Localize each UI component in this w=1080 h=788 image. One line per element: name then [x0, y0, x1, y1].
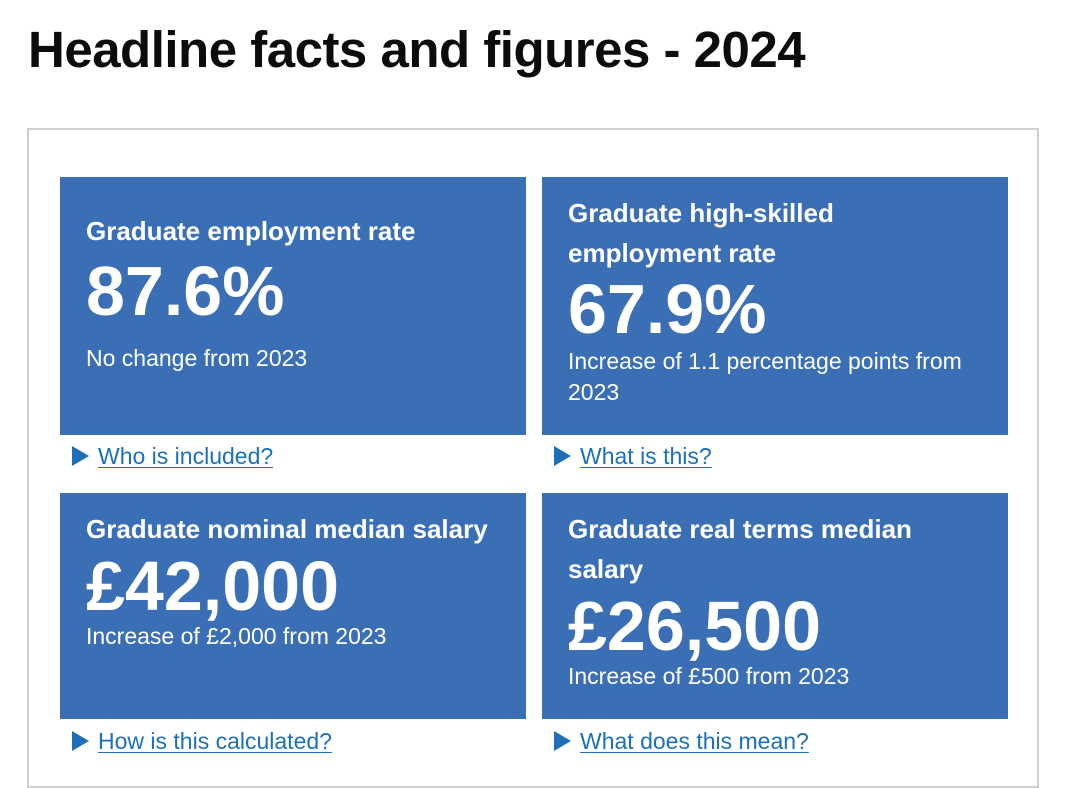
tile-value: £26,500	[568, 587, 822, 665]
tile-caption: No change from 2023	[86, 345, 308, 371]
who-is-included-link[interactable]: Who is included?	[98, 443, 274, 469]
real-terms-median-salary-tile: Graduate real terms median salary £26,50…	[542, 493, 1008, 719]
tile-caption: Increase of £2,000 from 2023	[86, 623, 387, 649]
tile-caption: Increase of £500 from 2023	[568, 663, 850, 689]
tile-heading: Graduate high-skilled employment rate	[568, 198, 834, 268]
page-title: Headline facts and figures - 2024	[28, 21, 806, 78]
headline-figures-panel: Graduate employment rate 87.6% No change…	[27, 128, 1039, 788]
triangle-right-icon	[554, 446, 571, 466]
what-does-this-mean-details[interactable]: What does this mean?	[554, 726, 809, 756]
how-is-this-calculated-link[interactable]: How is this calculated?	[98, 728, 332, 754]
tile-caption: Increase of 1.1 percentage points from 2…	[568, 348, 962, 405]
who-is-included-details[interactable]: Who is included?	[72, 441, 273, 471]
triangle-right-icon	[554, 731, 571, 751]
triangle-right-icon	[72, 731, 89, 751]
tile-heading: Graduate employment rate	[86, 216, 416, 246]
high-skilled-employment-rate-tile: Graduate high-skilled employment rate 67…	[542, 177, 1008, 435]
what-is-this-details[interactable]: What is this?	[554, 441, 712, 471]
triangle-right-icon	[72, 446, 89, 466]
tile-heading: Graduate real terms median salary	[568, 514, 912, 584]
what-does-this-mean-link[interactable]: What does this mean?	[580, 728, 809, 754]
employment-rate-tile: Graduate employment rate 87.6% No change…	[60, 177, 526, 435]
how-is-this-calculated-details[interactable]: How is this calculated?	[72, 726, 332, 756]
tile-value: 67.9%	[568, 270, 767, 348]
tile-value: £42,000	[86, 547, 340, 625]
what-is-this-link[interactable]: What is this?	[580, 443, 712, 469]
nominal-median-salary-tile: Graduate nominal median salary £42,000 I…	[60, 493, 526, 719]
tile-value: 87.6%	[86, 252, 285, 330]
tile-heading: Graduate nominal median salary	[86, 514, 488, 544]
